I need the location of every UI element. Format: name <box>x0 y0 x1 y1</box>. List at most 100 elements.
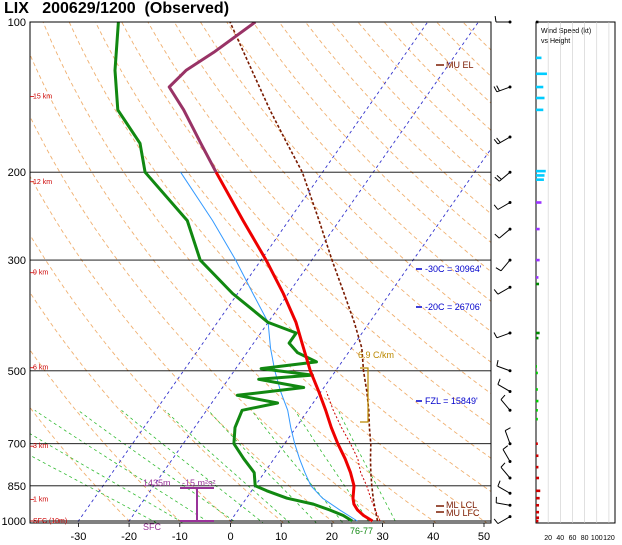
wind-speed-bar <box>536 510 540 514</box>
sfc-label: SFC <box>143 522 162 532</box>
wind-barb-dot <box>508 285 512 289</box>
parcel-trace <box>229 22 379 522</box>
wind-barb-flag <box>493 138 499 145</box>
wind-speed-bar <box>536 442 538 446</box>
dry-adiabat <box>30 175 336 523</box>
wind-barb-dot <box>508 503 512 507</box>
wind-barb <box>502 449 511 462</box>
isotherm-line <box>127 22 479 523</box>
wind-speed-bar <box>536 258 540 262</box>
dry-adiabat <box>30 53 437 523</box>
temp-tick-label: -10 <box>172 531 188 543</box>
wind-barb-flag <box>493 289 499 295</box>
wind-speed-bar <box>536 336 539 340</box>
wind-barb-column <box>493 15 512 525</box>
wind-barb <box>500 259 511 272</box>
wind-barb-dot <box>508 460 512 464</box>
m30c-label: -30C = 30964' <box>425 264 482 274</box>
isotherm-line <box>76 22 429 523</box>
wind-barb-flag <box>493 518 499 524</box>
wind-barb <box>496 332 511 339</box>
moist-adiabat <box>251 410 344 523</box>
temp-tick-label: 50 <box>478 531 490 543</box>
isobars <box>30 21 491 522</box>
srh-label: -15 m²s² <box>182 478 216 488</box>
wind-speed-panel: Wind Speed (kt) vs Height 20 40 60 80 100 120 <box>535 20 616 542</box>
wind-barb-dot <box>508 201 512 205</box>
wind-speed-bar <box>536 331 540 335</box>
wind-barb-dot <box>508 20 512 24</box>
wind-barb <box>498 171 511 182</box>
wind-speed-bar <box>536 489 541 493</box>
moist-adiabat <box>30 433 185 523</box>
wind-barb-dot <box>508 331 512 335</box>
wind-barb-flag <box>496 137 501 143</box>
temperature-trace <box>214 171 374 523</box>
dry-adiabat <box>30 234 285 523</box>
height-label: SFC (10m) <box>33 518 67 525</box>
wind-panel-tick-label: 100 <box>591 535 603 542</box>
wind-barb <box>498 228 511 239</box>
wind-panel-tick-label: 80 <box>581 535 589 542</box>
temp-tick-label: 0 <box>227 531 233 543</box>
wind-speed-bar <box>536 519 539 523</box>
height-label: 12 km <box>33 179 52 186</box>
surface-values-label: 76-77 <box>350 526 373 536</box>
wind-speed-bar <box>536 365 537 368</box>
pressure-tick-label: 1000 <box>2 516 26 528</box>
dry-adiabat <box>30 349 183 523</box>
wind-barb <box>497 136 511 145</box>
temperature-trace-upper <box>167 22 257 173</box>
wind-speed-bar <box>536 174 545 177</box>
wind-barb-flag <box>500 462 506 468</box>
pressure-tick-label: 300 <box>8 255 26 267</box>
wind-speed-bar <box>536 56 542 60</box>
wind-panel-tick-label: 20 <box>544 535 552 542</box>
mu-lfc-label: MU LFC <box>446 508 480 518</box>
wind-barb-dot <box>508 369 512 373</box>
wind-speed-bar <box>536 454 539 458</box>
wind-barb-dot <box>508 408 512 412</box>
wind-barb-flag <box>496 85 500 92</box>
wind-speed-bar <box>536 20 539 24</box>
height-label: 1 km <box>33 496 48 503</box>
wind-speed-bar <box>536 72 547 76</box>
wind-barb-dot <box>508 135 512 139</box>
wind-panel-title: Wind Speed (kt) <box>541 28 591 35</box>
wind-barb-dot <box>508 85 512 89</box>
wind-barb-flag <box>495 267 502 272</box>
axis-labels: 100 200 300 500 700 850 1000 -30 -20 -10 0 10 20 30 40… <box>2 17 491 543</box>
wind-speed-bar <box>536 96 545 100</box>
wind-barb-dot <box>508 258 512 262</box>
wind-speed-bar <box>536 282 540 286</box>
moist-adiabat <box>208 410 317 523</box>
wind-barb-flag <box>494 15 497 23</box>
fzl-label: FZL = 15849' <box>425 396 478 406</box>
wind-speed-bar <box>536 178 544 181</box>
wind-panel-tick-label: 120 <box>603 535 615 542</box>
wind-speed-bar <box>536 465 539 469</box>
wind-speed-bar <box>536 108 544 112</box>
diagram-lines <box>30 22 491 523</box>
temp-tick-label: 30 <box>376 531 388 543</box>
wind-barb-flag <box>494 176 500 182</box>
wind-barb-flag <box>493 332 498 339</box>
dewpoint-trace <box>113 22 353 523</box>
chart-title: LIX 200629/1200 (Observed) <box>4 0 230 17</box>
wind-speed-bar <box>536 371 538 375</box>
wind-speed-bar <box>536 417 538 421</box>
moist-adiabat <box>30 454 158 523</box>
wind-speed-bar <box>536 516 540 520</box>
wind-barb <box>497 202 511 210</box>
wind-panel-tick-label: 60 <box>569 535 577 542</box>
pressure-tick-label: 500 <box>8 366 26 378</box>
wind-speed-bar <box>536 85 544 89</box>
wind-barb <box>500 399 511 411</box>
wind-speed-bar <box>536 399 539 403</box>
wind-barb <box>500 466 511 479</box>
moist-adiabat <box>338 410 397 523</box>
wind-barb-flag <box>500 394 506 400</box>
dry-adiabat <box>42 22 488 523</box>
wind-speed-bar <box>536 503 540 507</box>
moist-adiabat <box>34 409 211 523</box>
